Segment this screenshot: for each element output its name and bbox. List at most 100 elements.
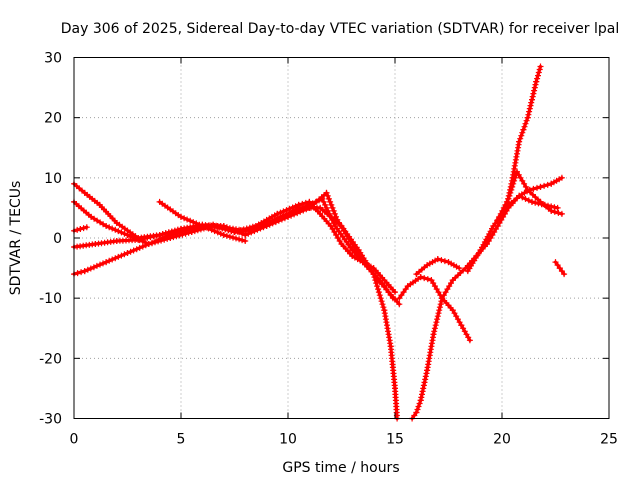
data-point <box>237 227 244 234</box>
data-point <box>525 111 532 118</box>
data-point <box>436 307 443 314</box>
data-point <box>416 400 423 407</box>
data-point <box>544 181 551 188</box>
data-point <box>330 207 337 214</box>
data-point <box>432 322 439 329</box>
x-axis-ticks: 0 5 10 15 20 25 <box>70 57 618 448</box>
data-point <box>242 232 249 238</box>
data-point <box>456 265 463 272</box>
data-point <box>375 286 382 293</box>
data-point <box>325 195 332 202</box>
data-point <box>433 286 440 293</box>
data-point <box>84 266 91 273</box>
data-point <box>421 379 428 386</box>
data-point <box>158 235 165 242</box>
data-point <box>512 174 519 181</box>
data-point <box>100 260 106 267</box>
x-tick-label: 10 <box>279 432 297 448</box>
data-point <box>121 230 128 237</box>
data-point <box>373 280 380 287</box>
data-point <box>421 275 428 282</box>
x-tick-label: 0 <box>70 432 79 448</box>
data-point <box>558 210 565 217</box>
data-point <box>422 373 429 380</box>
data-point <box>135 236 142 243</box>
x-tick-label: 20 <box>493 432 511 448</box>
y-tick-label: -20 <box>39 351 62 367</box>
data-point <box>275 217 282 224</box>
data-point <box>149 239 155 246</box>
data-point <box>240 226 247 233</box>
data-point <box>185 226 192 233</box>
data-point <box>534 75 541 82</box>
data-point <box>324 192 331 199</box>
data-point <box>442 289 449 296</box>
data-point <box>245 230 252 237</box>
data-point <box>155 237 162 244</box>
x-tick-label: 25 <box>600 432 618 448</box>
data-point <box>211 228 218 235</box>
data-point <box>81 268 88 275</box>
series-line <box>466 194 560 273</box>
data-point <box>532 81 539 88</box>
data-point <box>430 331 437 338</box>
data-point <box>519 129 526 136</box>
data-point <box>435 310 442 317</box>
data-point <box>532 199 539 206</box>
data-point <box>274 210 281 217</box>
data-point <box>534 184 540 191</box>
data-point <box>214 229 221 236</box>
data-point <box>522 120 529 127</box>
data-point <box>533 78 540 85</box>
data-point <box>413 409 420 416</box>
data-point <box>124 232 131 238</box>
series-track-9 <box>413 256 463 278</box>
data-point <box>438 257 445 264</box>
data-point <box>521 123 528 130</box>
data-point <box>530 90 537 97</box>
data-point <box>509 183 516 190</box>
data-point <box>156 232 163 238</box>
data-point <box>239 230 246 237</box>
data-point <box>109 225 116 232</box>
data-point <box>420 385 427 392</box>
data-point <box>437 301 444 308</box>
data-point <box>302 199 309 206</box>
data-point <box>392 289 398 296</box>
series-track-6 <box>156 198 249 244</box>
data-point <box>142 242 149 249</box>
data-point <box>74 226 81 233</box>
data-point <box>236 236 243 243</box>
series-track-4 <box>71 198 398 296</box>
data-point <box>333 213 339 220</box>
data-point <box>225 226 232 233</box>
data-point <box>93 262 100 269</box>
data-point <box>179 228 186 235</box>
data-point <box>138 236 145 243</box>
data-point <box>283 207 290 214</box>
series-track-11 <box>503 63 544 211</box>
data-point <box>281 215 288 222</box>
data-point <box>295 201 302 208</box>
data-point <box>531 84 538 91</box>
data-point <box>103 259 110 266</box>
data-point <box>527 102 534 109</box>
data-point <box>196 221 203 228</box>
data-point <box>106 257 113 264</box>
data-point <box>458 322 465 329</box>
data-point <box>231 229 238 235</box>
data-point <box>522 195 529 202</box>
data-point <box>272 219 279 226</box>
data-point <box>541 182 548 189</box>
data-point <box>254 226 261 233</box>
data-point <box>176 229 183 236</box>
data-point <box>243 225 250 232</box>
y-tick-label: 10 <box>44 171 62 187</box>
data-point <box>208 226 215 233</box>
data-point <box>118 252 125 259</box>
data-point <box>535 72 541 79</box>
series-track-12 <box>494 168 565 223</box>
data-point <box>77 226 84 232</box>
data-point <box>506 192 513 199</box>
data-point <box>434 313 441 320</box>
